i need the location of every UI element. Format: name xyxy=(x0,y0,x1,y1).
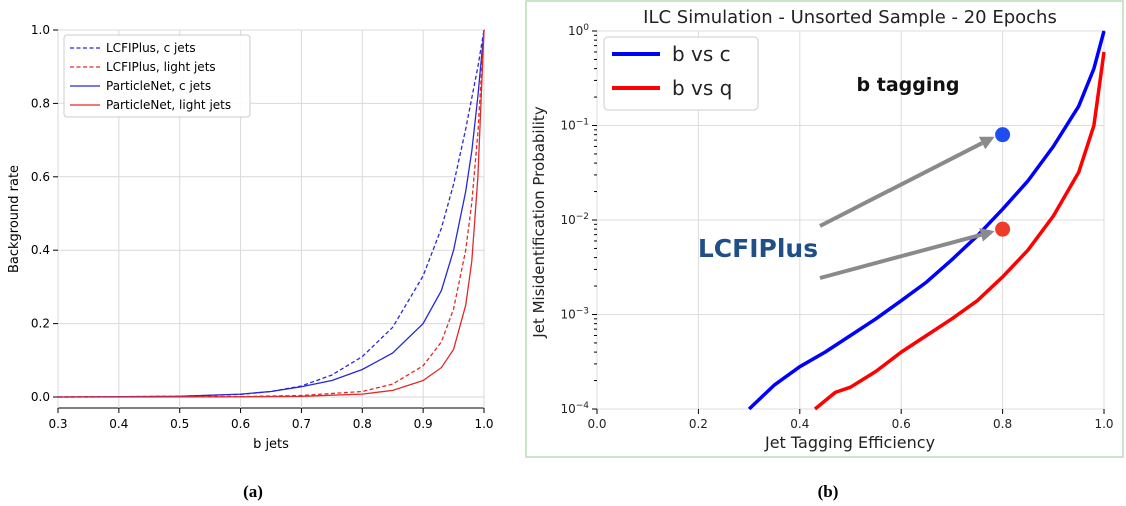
legend-label: ParticleNet, light jets xyxy=(106,98,231,112)
panel-b-ytick-label: 10−1 xyxy=(560,118,589,133)
panel-b-xtick-label: 0.8 xyxy=(993,417,1012,431)
panel-b-ytick-label: 10−4 xyxy=(560,401,589,416)
panel-b-caption: (b) xyxy=(818,482,839,501)
legend-label: ParticleNet, c jets xyxy=(106,79,211,93)
legend-label: LCFIPlus, c jets xyxy=(106,41,196,55)
panel-a-ytick-label: 0.2 xyxy=(31,317,50,331)
panel-a-chart: 0.3 0.4 0.5 0.6 0.7 0.8 0.9 1.0 0.0 0.2 0.4 0.6 0.8 1… xyxy=(7,23,494,501)
panel-a-xtick-label: 0.4 xyxy=(109,417,128,431)
series-line-lcfiplus-c-jets xyxy=(57,29,485,398)
panel-b-xtick-label: 0.6 xyxy=(892,417,911,431)
panel-b-ytick-label: 100 xyxy=(568,23,589,38)
panel-a-ticks: 0.3 0.4 0.5 0.6 0.7 0.8 0.9 1.0 0.0 0.2 0.4 0.6 0.8 1… xyxy=(31,23,494,431)
panel-b-xtick-label: 0.2 xyxy=(689,417,708,431)
panel-a-legend: LCFIPlus, c jets LCFIPlus, light jets Part… xyxy=(63,34,251,118)
panel-a-xtick-label: 0.6 xyxy=(231,417,250,431)
panel-a-xtick-label: 1.0 xyxy=(474,417,493,431)
panel-b-annotations: b tagging LCFIPlus xyxy=(698,74,960,263)
panel-a-ytick-label: 0.8 xyxy=(31,96,50,110)
panel-b-xtick-label: 0.4 xyxy=(790,417,809,431)
annotation-arrowhead xyxy=(979,228,995,242)
panel-a-legend-box xyxy=(63,34,251,118)
panel-a-ytick-label: 1.0 xyxy=(31,23,50,37)
annotation-arrow xyxy=(819,232,982,280)
panel-a-ytick-label: 0.4 xyxy=(31,243,50,257)
legend-label: b vs c xyxy=(672,42,731,66)
panel-a-xtick-label: 0.9 xyxy=(414,417,433,431)
panel-b-grid xyxy=(596,30,1105,410)
panel-b-xtick-label: 1.0 xyxy=(1094,417,1113,431)
series-line-particlenet-c-jets xyxy=(57,29,485,398)
panel-b-xlabel: Jet Tagging Efficiency xyxy=(764,433,935,452)
series-line-b-vs-c xyxy=(747,30,1106,411)
lcfiplus-point xyxy=(995,127,1011,143)
panel-b-xtick-label: 0.0 xyxy=(587,417,606,431)
panel-a-xtick-label: 0.8 xyxy=(353,417,372,431)
panel-a-xlabel: b jets xyxy=(253,437,289,452)
panel-a-ylabel: Background rate xyxy=(7,165,22,273)
panel-a-ytick-label: 0.0 xyxy=(31,390,50,404)
panel-a-xtick-label: 0.5 xyxy=(170,417,189,431)
panel-a-series xyxy=(57,29,485,398)
panel-a-ytick-label: 0.6 xyxy=(31,170,50,184)
panel-b-series xyxy=(747,30,1106,411)
series-line-b-vs-q xyxy=(813,51,1106,411)
lcfiplus-annotation: LCFIPlus xyxy=(698,234,818,263)
legend-label: b vs q xyxy=(672,76,732,100)
legend-label: LCFIPlus, light jets xyxy=(106,60,216,74)
annotation-arrowhead xyxy=(978,136,995,150)
panel-a-xtick-label: 0.7 xyxy=(292,417,311,431)
series-line-particlenet-light-jets xyxy=(57,29,485,398)
panel-a-caption: (a) xyxy=(243,482,263,501)
lcfiplus-point xyxy=(995,221,1011,237)
panel-b-chart: ILC Simulation - Unsorted Sample - 20 Ep… xyxy=(525,0,1124,501)
panel-a-xtick-label: 0.3 xyxy=(48,417,67,431)
series-line-lcfiplus-light-jets xyxy=(57,29,485,398)
panel-b-legend: b vs c b vs q xyxy=(603,36,759,111)
b-tagging-annotation: b tagging xyxy=(857,74,960,96)
panel-b-ylabel: Jet Misidentification Probability xyxy=(530,106,548,339)
panel-b-ytick-label: 10−3 xyxy=(560,307,589,322)
panel-b-title: ILC Simulation - Unsorted Sample - 20 Ep… xyxy=(643,7,1057,28)
annotation-arrow xyxy=(819,141,984,228)
panel-b-ytick-label: 10−2 xyxy=(560,212,589,227)
panel-b-ticks: 0.0 0.2 0.4 0.6 0.8 1.0 100 10−1 10−2 10−3 10−4 xyxy=(560,23,1113,431)
